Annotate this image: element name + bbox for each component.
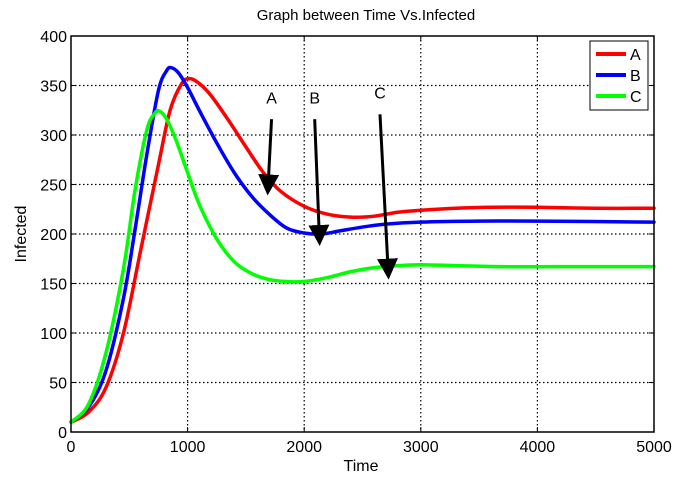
- y-tick-label: 0: [58, 425, 67, 442]
- y-tick-label: 350: [40, 79, 67, 96]
- y-tick-label: 300: [40, 128, 67, 145]
- chart-title: Graph between Time Vs.Infected: [257, 7, 475, 24]
- x-tick-label: 1000: [170, 439, 206, 456]
- x-tick-label: 2000: [286, 439, 322, 456]
- legend: ABC: [589, 40, 649, 111]
- series-line-a: [69, 76, 656, 424]
- y-tick-label: 100: [40, 326, 67, 343]
- annotations: A B C: [258, 85, 399, 280]
- series-line-c: [69, 108, 656, 424]
- y-tick-label: 150: [40, 277, 67, 294]
- y-tick-label: 400: [40, 29, 67, 46]
- annotation-arrow: [377, 114, 399, 280]
- legend-label-c: C: [630, 89, 642, 106]
- annotation-label: B: [309, 90, 320, 107]
- annotation-arrow: [308, 119, 330, 246]
- legend-label-a: A: [630, 47, 641, 64]
- series-line-b: [69, 65, 656, 424]
- y-axis-label: Infected: [13, 206, 30, 263]
- x-tick-label: 0: [67, 439, 76, 456]
- x-tick-label: 3000: [403, 439, 439, 456]
- legend-label-b: B: [630, 68, 641, 85]
- y-tick-label: 250: [40, 178, 67, 195]
- x-tick-label: 4000: [520, 439, 556, 456]
- series-lines: [69, 65, 656, 424]
- y-tick-label: 200: [40, 227, 67, 244]
- grid-lines: [71, 36, 654, 432]
- axes: 0 1000 2000 3000 4000 5000 0 50 100 150 200 250 300 3…: [40, 29, 672, 456]
- x-tick-label: 5000: [636, 439, 672, 456]
- annotation-label: A: [266, 90, 277, 107]
- annotation-arrow: [258, 119, 280, 196]
- y-tick-label: 50: [49, 376, 67, 393]
- annotation-label: C: [374, 85, 386, 102]
- x-axis-label: Time: [344, 458, 379, 475]
